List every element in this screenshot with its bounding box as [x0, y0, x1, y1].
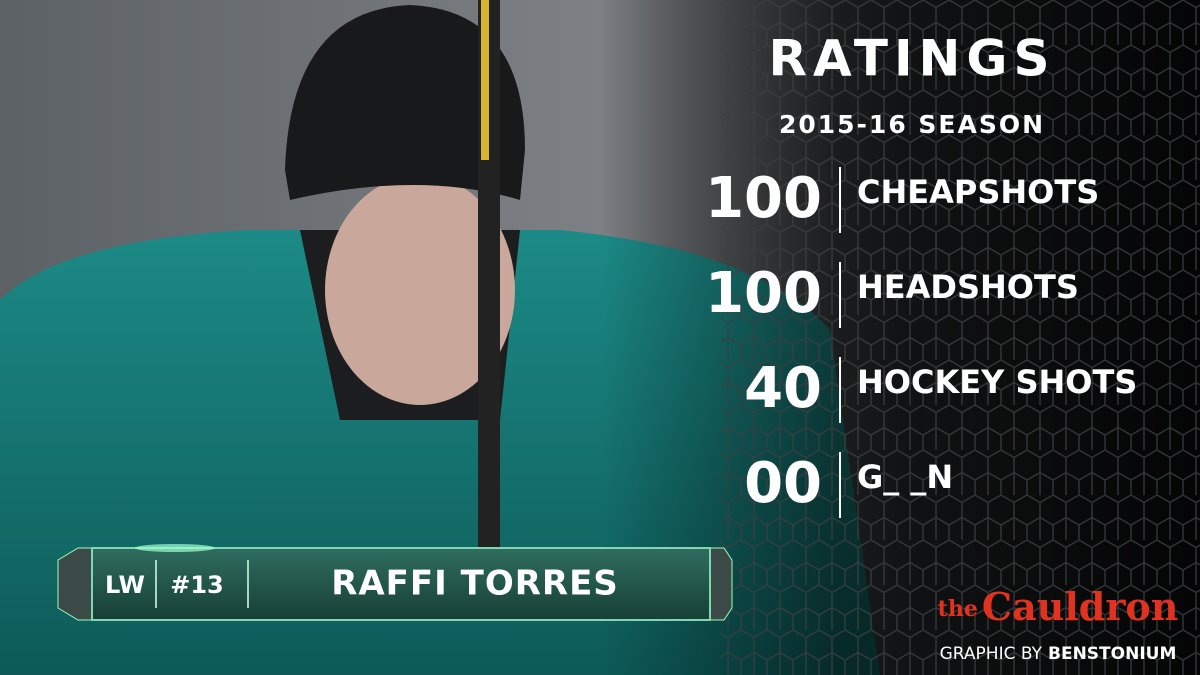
credit-name: BENSTONIUM — [1048, 644, 1176, 664]
ratings-title: RATINGS — [769, 30, 1056, 88]
credit: GRAPHIC BY BENSTONIUM — [940, 644, 1177, 664]
season: 2015-16 SEASON — [779, 110, 1045, 139]
stick-tape — [481, 0, 489, 160]
credit-label: GRAPHIC BY — [940, 644, 1043, 664]
position: LW — [105, 571, 145, 599]
stat-label: G_ _N — [857, 458, 953, 496]
jersey-number: #13 — [170, 571, 224, 599]
stat-value: 100 — [705, 261, 822, 326]
stats: 100 CHEAPSHOTS 100 HEADSHOTS 40 HOCKEY SHOTS 0… — [705, 166, 1137, 518]
nameplate — [57, 544, 733, 621]
brand-name: Cauldron — [982, 584, 1179, 629]
face — [325, 175, 515, 405]
stat-value: 100 — [705, 166, 822, 231]
stat-label: HOCKEY SHOTS — [857, 363, 1137, 401]
stat-label: CHEAPSHOTS — [857, 173, 1099, 211]
brand-prefix: the — [938, 596, 978, 622]
stat-value: 00 — [744, 451, 822, 516]
helmet — [285, 5, 525, 200]
stat-label: HEADSHOTS — [857, 268, 1079, 306]
brand-logo: the Cauldron — [938, 584, 1179, 629]
hex-pattern — [720, 0, 1200, 675]
stat-value: 40 — [744, 356, 822, 421]
player-name: RAFFI TORRES — [331, 564, 619, 604]
